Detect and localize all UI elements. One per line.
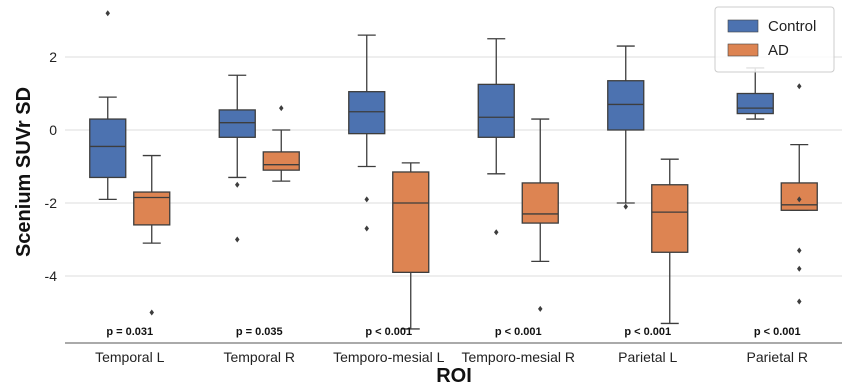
box-control-temporal-r [218, 74, 256, 243]
y-axis-label: Scenium SUVr SD [13, 87, 35, 257]
outlier-point [797, 196, 802, 203]
iqr-box [521, 182, 559, 224]
legend-frame [714, 6, 835, 73]
outlier-point [797, 83, 802, 90]
outlier-point [797, 265, 802, 272]
legend-swatch-control [727, 19, 759, 33]
outlier-point [364, 225, 369, 232]
x-tick-label: Temporo-mesial L [333, 349, 444, 365]
box-control-parietal-r [736, 67, 774, 120]
x-tick-label: Temporo-mesial R [461, 349, 575, 365]
iqr-box [262, 151, 300, 171]
y-tick-label: 2 [49, 49, 57, 65]
box-ad-parietal-r [780, 83, 818, 305]
box-ad-temporal-r [262, 105, 300, 182]
x-tick-label: Parietal L [618, 349, 677, 365]
p-value-label: p = 0.031 [106, 326, 153, 338]
p-value-layer: p = 0.031 p = 0.035 p < 0.001 p < 0.001 p < … [106, 326, 800, 338]
box-control-temporo-mesial-r [477, 38, 515, 236]
box-control-temporal-l [89, 10, 127, 201]
legend-label-ad: AD [768, 42, 789, 59]
grid-layer [65, 56, 842, 277]
p-value-label: p = 0.035 [236, 326, 283, 338]
outlier-point [279, 105, 284, 112]
outlier-point [235, 181, 240, 188]
outlier-point [149, 309, 154, 316]
legend: Control AD [714, 6, 835, 73]
outlier-point [797, 247, 802, 254]
p-value-label: p < 0.001 [365, 326, 412, 338]
y-tick-label: -2 [45, 195, 58, 211]
outlier-point [538, 305, 543, 312]
p-value-label: p < 0.001 [495, 326, 542, 338]
box-ad-temporo-mesial-l [392, 162, 430, 330]
box-layer [89, 10, 818, 330]
outlier-point [364, 196, 369, 203]
box-control-temporo-mesial-l [348, 34, 386, 232]
outlier-point [797, 298, 802, 305]
iqr-box [348, 91, 386, 135]
outlier-point [105, 10, 110, 17]
p-value-label: p < 0.001 [624, 326, 671, 338]
outlier-point [494, 229, 499, 236]
box-ad-parietal-l [651, 158, 689, 325]
p-value-label: p < 0.001 [754, 326, 801, 338]
x-tick-label: Temporal R [223, 349, 295, 365]
legend-label-control: Control [768, 18, 816, 35]
iqr-box [651, 184, 689, 253]
box-ad-temporo-mesial-r [521, 118, 559, 312]
axis-layer: -4 -2 0 2 Temporal L Temporal R Temporo-mesial… [45, 49, 842, 365]
iqr-box [607, 80, 645, 131]
x-axis-label: ROI [436, 365, 472, 387]
outlier-point [235, 236, 240, 243]
outlier-point [623, 203, 628, 210]
iqr-box [736, 92, 774, 115]
iqr-box [392, 171, 430, 274]
y-tick-label: 0 [49, 122, 57, 138]
iqr-box [89, 118, 127, 179]
legend-swatch-ad [727, 43, 759, 57]
x-tick-label: Temporal L [95, 349, 164, 365]
y-tick-label: -4 [45, 268, 58, 284]
iqr-box [218, 109, 256, 138]
box-control-parietal-l [607, 45, 645, 210]
box-ad-temporal-l [133, 154, 171, 316]
x-tick-label: Parietal R [747, 349, 808, 365]
iqr-box [477, 83, 515, 138]
